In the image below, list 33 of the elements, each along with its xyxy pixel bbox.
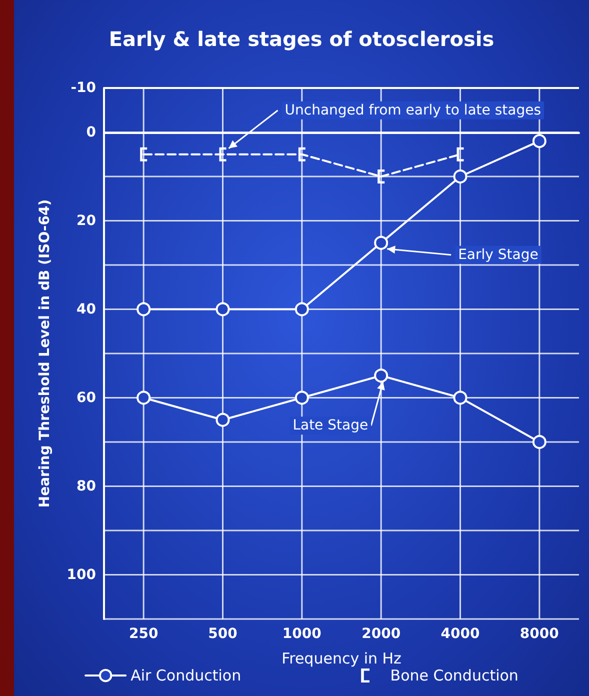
point [136, 302, 151, 316]
chart-title: Early & late stages of otosclerosis [108, 27, 494, 51]
x-tick-label: 2000 [362, 626, 401, 642]
point [216, 412, 230, 427]
y-tick-label: 0 [86, 124, 96, 140]
point [294, 390, 309, 405]
y-tick-label: 20 [76, 212, 96, 229]
x-axis-title: Frequency in Hz [282, 650, 402, 668]
x-tick-label: 1000 [282, 626, 322, 642]
annotation: Early Stage [458, 246, 538, 263]
x-tick-label: 250 [128, 626, 158, 642]
point [216, 302, 230, 316]
y-tick-label: 80 [76, 478, 96, 494]
y-tick-label: 100 [66, 566, 96, 583]
annotation: Unchanged from early to late stages [284, 102, 542, 118]
point [294, 302, 309, 316]
point [374, 368, 388, 383]
y-tick-label: 60 [76, 390, 96, 406]
y-tick-label: 40 [76, 301, 96, 318]
y-tick-label: -10 [70, 80, 96, 96]
point [532, 435, 546, 449]
point [453, 390, 468, 405]
x-tick-label: 500 [208, 626, 238, 642]
legend-label: Air Conduction [130, 666, 242, 684]
x-tick-label: 4000 [440, 626, 480, 642]
annotation: Late Stage [292, 418, 368, 434]
point [532, 134, 546, 148]
point [136, 390, 151, 405]
point [453, 170, 468, 184]
legend-label: Bone Conduction [390, 666, 518, 684]
x-tick-label: 8000 [520, 626, 560, 642]
point [374, 236, 388, 250]
y-axis-title: Hearing Threshold Level in dB (ISO-64) [37, 199, 53, 508]
